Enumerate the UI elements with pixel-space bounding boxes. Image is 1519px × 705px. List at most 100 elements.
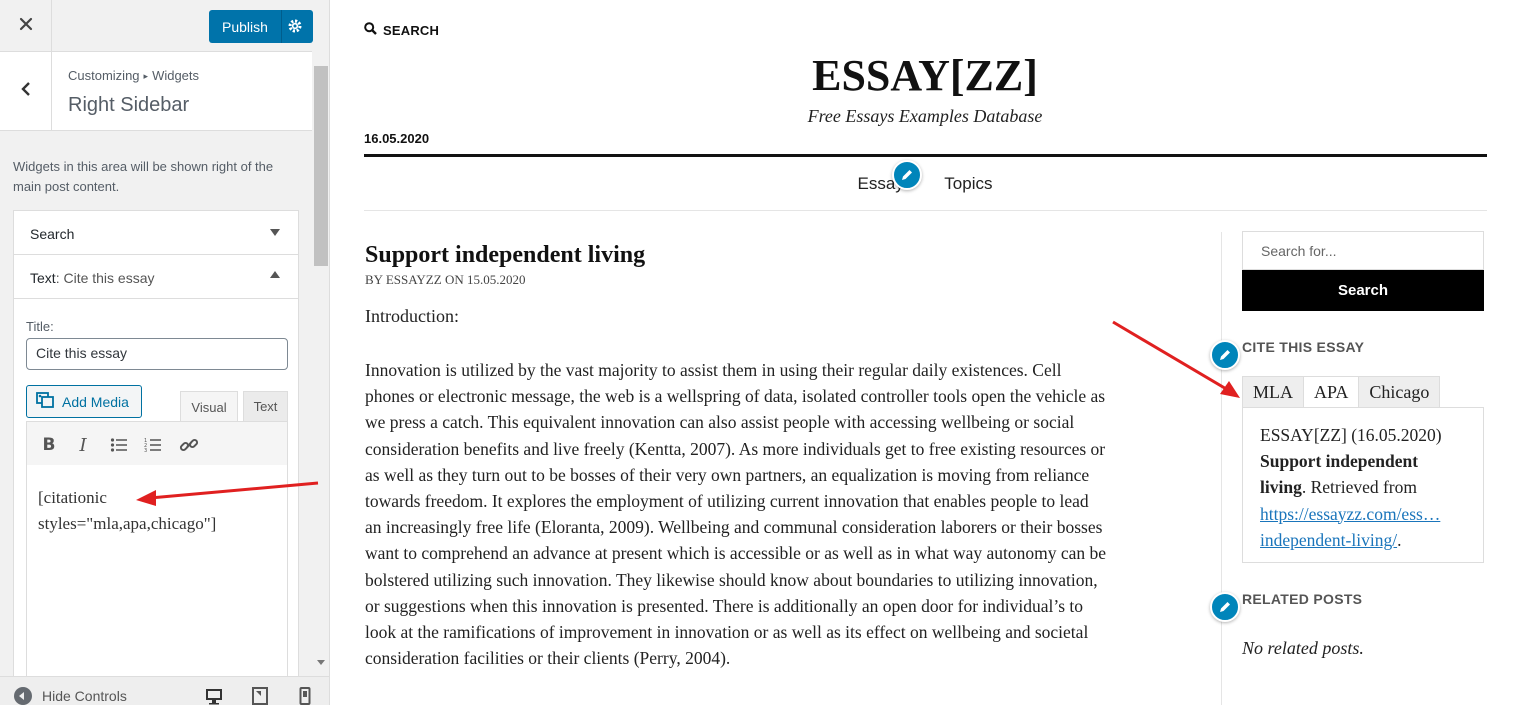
editor-line-2: styles="mla,apa,chicago"] — [38, 514, 217, 533]
nav-divider — [364, 210, 1487, 211]
post-body-line: want to comprehend an advance at present… — [365, 543, 1107, 564]
tab-chicago[interactable]: Chicago — [1358, 376, 1441, 408]
title-input[interactable]: Cite this essay — [26, 338, 288, 370]
post-body-line: towards freedom. It explores the employm… — [365, 491, 1089, 512]
close-icon — [19, 17, 33, 36]
editor-line-1: [citationic — [38, 488, 107, 507]
site-preview: SEARCH ESSAY[ZZ] Free Essays Examples Da… — [331, 0, 1519, 705]
widget-search-title: Search — [30, 226, 75, 242]
scroll-down-icon[interactable] — [317, 660, 325, 665]
widget-search[interactable]: Search — [13, 210, 299, 255]
citation-retrieved: . Retrieved from — [1301, 477, 1417, 498]
customizer-footer: Hide Controls — [0, 676, 329, 705]
mobile-icon[interactable] — [299, 687, 311, 705]
edit-cite-widget-pencil-icon[interactable] — [1210, 340, 1240, 370]
no-related-posts: No related posts. — [1242, 638, 1364, 658]
publish-button[interactable]: Publish — [209, 10, 313, 43]
header-rule — [364, 154, 1487, 157]
gear-icon[interactable] — [287, 18, 303, 37]
caret-down-icon[interactable] — [270, 229, 280, 236]
sidebar-search-input[interactable]: Search for... — [1242, 231, 1484, 270]
post-body: Innovation is utilized by the vast major… — [365, 357, 1195, 671]
citation-end: . — [1397, 529, 1402, 550]
header-date: 16.05.2020 — [364, 131, 430, 146]
citation-title: Support independent — [1260, 451, 1419, 472]
sidebar-divider — [1221, 232, 1222, 705]
citation-title-cont: living — [1260, 477, 1302, 498]
post-title[interactable]: Support independent living — [365, 242, 646, 268]
breadcrumb-current: Widgets — [152, 68, 200, 83]
nav-item-topics[interactable]: Topics — [944, 174, 993, 193]
hide-controls-label: Hide Controls — [42, 688, 127, 704]
add-media-button[interactable]: Add Media — [26, 385, 142, 418]
widget-text-type: Text — [30, 270, 56, 286]
citation-source: ESSAY[ZZ] (16.05.2020) — [1260, 425, 1442, 445]
tab-text[interactable]: Text — [243, 391, 288, 422]
chevron-left-icon — [20, 81, 32, 102]
breadcrumb-arrow-icon: ▸ — [143, 71, 149, 81]
post-body-line: we press a catch. This equivalent innova… — [365, 412, 1075, 433]
widget-text-title: : Cite this essay — [55, 270, 155, 286]
add-media-label: Add Media — [62, 393, 129, 410]
related-heading: RELATED POSTS — [1242, 591, 1363, 607]
breadcrumb: Customizing ▸ Widgets — [68, 68, 199, 83]
section-description: Widgets in this area will be shown right… — [13, 159, 274, 194]
bullet-list-icon[interactable] — [107, 433, 131, 457]
tab-visual[interactable]: Visual — [180, 391, 238, 422]
post-body-line: an increasingly free life (Eloranta, 200… — [365, 517, 1103, 538]
widget-text: Text: Cite this essay Title: Cite this e… — [13, 254, 299, 705]
post-body-line: bolstered utilizing such innovation. The… — [365, 569, 1098, 590]
citation-url[interactable]: https://essayzz.com/ess… — [1260, 503, 1441, 524]
media-icon — [36, 392, 54, 411]
customizer-panel: Publish Customizing ▸ Widgets Right Sideba… — [0, 0, 330, 705]
edit-related-widget-pencil-icon[interactable] — [1210, 592, 1240, 622]
search-icon — [364, 22, 377, 38]
svg-text:2: 2 — [144, 443, 147, 449]
sidebar-search-button[interactable]: Search — [1242, 270, 1484, 311]
post-body-line: as well as they turn out to be bosses of… — [365, 464, 1090, 485]
widget-text-header[interactable]: Text: Cite this essay — [14, 255, 298, 299]
tablet-icon[interactable] — [252, 687, 268, 705]
post-body-line: or suggestions when this innovation is p… — [365, 595, 1084, 616]
site-title[interactable]: ESSAY[ZZ] — [812, 51, 1038, 100]
svg-text:3: 3 — [144, 448, 147, 453]
svg-text:1: 1 — [144, 438, 147, 444]
customizer-topbar: Publish — [0, 0, 313, 52]
desktop-icon[interactable] — [205, 687, 223, 705]
tab-mla[interactable]: MLA — [1242, 376, 1304, 408]
site-tagline: Free Essays Examples Database — [807, 106, 1043, 126]
header-search-label: SEARCH — [383, 22, 440, 38]
italic-icon[interactable]: I — [79, 434, 87, 456]
breadcrumb-root: Customizing — [68, 68, 140, 83]
close-customizer-button[interactable] — [0, 0, 52, 52]
post-body-line: look at the ramifications of improvement… — [365, 622, 1089, 643]
text-editor[interactable]: [citationic styles="mla,apa,chicago"] — [26, 465, 288, 705]
publish-separator — [281, 10, 282, 43]
post-body-line: consideration facilities or their client… — [365, 648, 731, 669]
header-search-link[interactable]: SEARCH — [364, 22, 439, 38]
section-header: Customizing ▸ Widgets Right Sidebar — [0, 52, 312, 131]
widget-search-header[interactable]: Search — [14, 211, 298, 255]
post-byline: BY ESSAYZZ ON 15.05.2020 — [365, 272, 526, 287]
cite-heading: CITE THIS ESSAY — [1242, 339, 1365, 355]
collapse-icon — [14, 687, 32, 705]
panel-scrollbar-thumb[interactable] — [314, 66, 328, 266]
post-intro-heading: Introduction: — [365, 306, 459, 326]
caret-up-icon[interactable] — [270, 271, 280, 278]
link-icon[interactable] — [177, 433, 201, 457]
hide-controls-button[interactable]: Hide Controls — [14, 687, 127, 705]
post-body-line: Innovation is utilized by the vast major… — [365, 360, 1062, 380]
title-label: Title: — [26, 319, 54, 334]
cite-tabs: MLA APA Chicago — [1242, 376, 1441, 408]
citation-box: ESSAY[ZZ] (16.05.2020) Support independe… — [1242, 407, 1484, 563]
citation-url-cont[interactable]: independent-living/ — [1260, 529, 1398, 550]
section-title: Right Sidebar — [68, 94, 190, 116]
bold-icon[interactable]: B — [42, 435, 56, 455]
edit-menu-pencil-icon[interactable] — [892, 160, 922, 190]
publish-label: Publish — [222, 18, 268, 35]
tab-apa[interactable]: APA — [1303, 376, 1360, 408]
post-body-line: phones or electronic message, the web is… — [365, 386, 1106, 407]
back-button[interactable] — [0, 52, 52, 131]
